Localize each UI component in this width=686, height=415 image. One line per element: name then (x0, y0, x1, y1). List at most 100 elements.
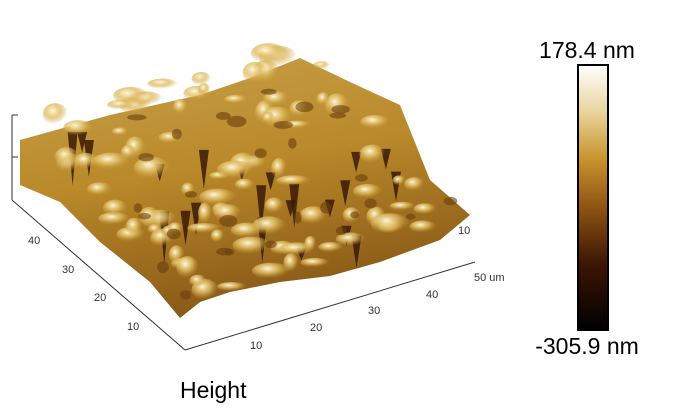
surface-pit (224, 248, 235, 256)
surface-spike (256, 185, 267, 233)
surface-pit (329, 112, 347, 119)
surface-bump (187, 223, 222, 234)
axes (11, 114, 476, 351)
tick-label: 10 (250, 340, 262, 352)
surface-pit (157, 261, 169, 274)
surface-bump (313, 61, 331, 70)
surface-pit (293, 211, 302, 224)
surface-bump (173, 98, 189, 115)
tick-label: 30 (62, 264, 74, 276)
surface-bump (223, 94, 249, 105)
surface-bump (199, 188, 237, 206)
surface-bump (409, 220, 437, 233)
left-axis (11, 199, 186, 351)
surface-pit (215, 112, 231, 120)
surface-pit (335, 226, 347, 236)
surface-bump (191, 71, 212, 86)
surface-pit (260, 88, 277, 95)
right-ticks: 10 20 30 40 50 um (250, 272, 505, 352)
tick-label: 30 (368, 305, 380, 317)
surface-pit (443, 196, 458, 206)
surface-pit (127, 114, 147, 121)
surface-bump (197, 202, 213, 225)
surface-bump (234, 178, 255, 191)
surface-pit (138, 212, 151, 220)
surface-bump (63, 120, 94, 137)
surface-bump (300, 257, 330, 268)
surface-bump (264, 197, 284, 214)
surface-bump (176, 256, 199, 279)
surface-bump (133, 156, 171, 180)
surface-bump (87, 182, 112, 197)
surface-bump (189, 274, 207, 288)
surface-pit (133, 203, 143, 213)
surface-bump (125, 217, 143, 237)
tick-label: 40 (426, 289, 438, 301)
surface-bump (198, 82, 211, 96)
surface-bump (353, 183, 383, 199)
surface-pit (295, 101, 314, 113)
surface-bump (147, 78, 179, 90)
colorbar (577, 64, 609, 331)
surface-pit (166, 228, 181, 240)
surface-bump (392, 175, 406, 186)
surface-spike (180, 210, 191, 246)
surface-pit (254, 148, 267, 159)
surface-bump (271, 157, 287, 179)
surface-bump (111, 127, 129, 136)
left-ticks: 40 30 20 10 (28, 235, 139, 333)
surface-bump (252, 216, 287, 236)
surface-spike (77, 131, 88, 153)
surface-bump (217, 281, 247, 292)
surface-bump (276, 175, 312, 187)
surface-bump (283, 253, 299, 273)
surface-bump (370, 213, 410, 235)
surface-pit (331, 105, 350, 114)
surface-spike (351, 151, 362, 173)
surface-pit (171, 128, 182, 140)
surface-bump (54, 147, 79, 167)
surface-spike (265, 172, 276, 191)
tick-label: 40 (28, 235, 40, 247)
surface-pit (219, 214, 238, 227)
tick-label: 10 (458, 225, 470, 237)
surface-bump (359, 144, 386, 164)
surface-bump (73, 152, 99, 170)
surface-pit (273, 121, 293, 129)
surface-bump (242, 61, 268, 84)
surface-bump (232, 236, 271, 255)
surface-bump (262, 111, 275, 124)
surface-pit (320, 201, 332, 214)
surface-bump (304, 235, 317, 252)
colorbar-max: 178.4 nm (539, 37, 635, 63)
surface-bump (210, 229, 225, 243)
surface-pit (364, 198, 377, 209)
surface-bump (42, 103, 68, 126)
surface-bump (318, 242, 344, 253)
tick-label: 20 (310, 322, 322, 334)
surface-bump (103, 199, 128, 217)
surface-texture (42, 43, 458, 301)
surface-pit (138, 153, 154, 162)
surface-pit (355, 174, 368, 182)
surface-bump (413, 203, 437, 215)
surface-spike (289, 183, 300, 229)
surface-pit (405, 213, 416, 220)
surface-bump (251, 262, 291, 280)
surface-bump (98, 212, 131, 226)
surface-bump (389, 201, 416, 211)
surface-bump (263, 91, 290, 107)
colorbar-min: -305.9 nm (535, 333, 639, 359)
caption: Height (180, 377, 247, 403)
surface-bump (335, 232, 366, 247)
surface-bump (299, 206, 328, 225)
surface-pit (288, 137, 297, 149)
tick-label: 50 um (474, 272, 505, 284)
tick-label: 10 (127, 321, 139, 333)
surface-pit (264, 240, 277, 249)
surface-bump (107, 99, 136, 110)
surface-spike (198, 149, 209, 189)
surface-pit (184, 191, 198, 198)
tick-label: 20 (94, 292, 106, 304)
